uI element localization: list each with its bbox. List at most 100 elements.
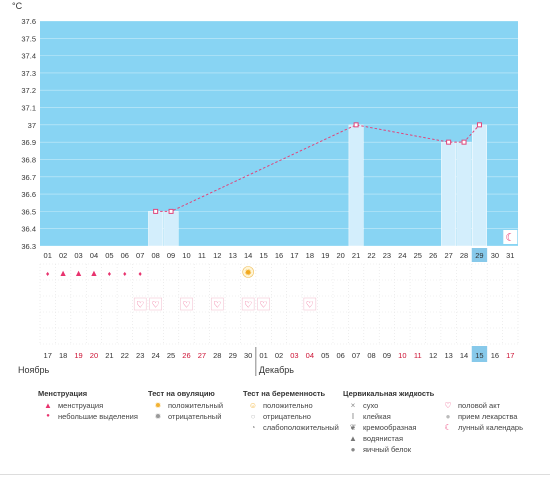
heart-icon-bg [133,297,147,311]
legend-item: ▲ водянистая [343,433,434,444]
cream-icon: ❦ [349,423,357,432]
top-day-label: 11 [198,251,206,260]
y-tick-label: 37.1 [21,104,36,113]
top-day-label: 21 [352,251,360,260]
legend-item: ☺ положительно [243,400,339,411]
sticky-icon: I [351,412,355,421]
temperature-bar [163,211,179,247]
top-day-label: 28 [460,251,468,260]
bottom-day-label: 09 [383,351,391,360]
heart-icon: ♡ [444,401,452,410]
bottom-day-label: 02 [275,351,283,360]
bottom-day-label: 13 [444,351,452,360]
top-day-label: 05 [105,251,113,260]
y-tick-label: 37.5 [21,34,36,43]
legend-item: ◔ слабоположительный [243,422,339,433]
drop-icon: ▲ [90,268,99,278]
heart-icon: ♡ [213,300,221,310]
temperature-point [461,139,467,145]
drop-icon: ♦ [123,271,127,278]
heart-icon-bg [180,297,193,311]
bottom-day-label: 19 [74,351,82,360]
heart-icon: ♡ [152,300,160,310]
heart-icon-bg [241,297,255,311]
temperature-point [168,208,174,214]
legend-item: ● яичный белок [343,444,434,455]
bottom-day-label: 05 [321,351,329,360]
bottom-day-label: 12 [429,351,437,360]
bottom-day-label: 22 [121,351,129,360]
bottom-day-label: 07 [352,351,360,360]
legend-label: лунный календарь [458,423,524,432]
legend-item: ● небольшие выделения [38,411,138,422]
bottom-day-label: 20 [90,351,98,360]
top-day-label: 18 [306,251,314,260]
top-day-label: 30 [491,251,499,260]
moon-marker-bg [503,230,518,244]
legend-item: ● прием лекарства [438,411,523,422]
legend-item: × сухо [343,400,434,411]
today-highlight-bottom [471,346,488,362]
month-label: Декабрь [259,365,294,375]
bottom-day-label: 23 [136,351,144,360]
unit-label: °C [12,1,23,11]
sun-icon-bg [242,266,254,278]
legend-label: прием лекарства [458,412,518,421]
heart-icon: ♡ [136,300,144,310]
drop-icon: ♦ [46,271,50,278]
chart-legend: Менструация ▲ менструация ● небольшие выде… [38,388,538,468]
temperature-point [476,122,482,128]
bottom-day-label: 08 [367,351,375,360]
half-smile-icon: ◔ [250,423,256,432]
legend-label: отрицательно [263,412,311,421]
top-day-label: 15 [259,251,267,260]
top-day-label: 24 [398,251,406,260]
legend-label: кремообразная [363,423,417,432]
y-tick-label: 36.7 [21,173,36,182]
top-day-label: 27 [444,251,452,260]
top-day-label: 25 [414,251,422,260]
top-day-label: 14 [244,251,252,260]
legend-item: ✹ отрицательный [148,411,223,422]
bottom-day-label: 21 [105,351,113,360]
heart-icon-bg [257,297,270,311]
legend-label: слабоположительный [263,423,339,432]
legend-item: ♡ половой акт [438,400,523,411]
legend-label: отрицательный [168,412,222,421]
drop-icon: ▲ [44,401,52,410]
y-tick-label: 36.8 [21,155,36,164]
y-tick-label: 36.3 [21,242,36,251]
egg-white-icon: ● [350,445,356,454]
legend-label: водянистая [363,434,404,443]
legend-ovulation: Тест на овуляцию ✹ положительный ✹ отрицат… [148,388,223,422]
temperature-bar [456,141,472,247]
water-drop-icon: ▲ [349,434,357,443]
top-day-label: 02 [59,251,67,260]
top-day-label: 20 [337,251,345,260]
bottom-day-label: 06 [337,351,345,360]
circle-icon: ○ [250,412,256,421]
bottom-day-label: 03 [290,351,298,360]
top-day-label: 23 [383,251,391,260]
crescent-moon-icon: ☾ [505,232,515,244]
top-day-label: 12 [213,251,221,260]
y-tick-label: 36.6 [21,190,36,199]
small-drop-icon: ● [46,413,50,419]
y-tick-label: 37.3 [21,69,36,78]
heart-icon-bg [211,297,224,311]
bottom-day-label: 29 [229,351,237,360]
drop-icon: ▲ [74,268,83,278]
legend-label: менструация [58,401,104,410]
legend-label: яичный белок [363,445,412,454]
legend-item: ❦ кремообразная [343,422,434,433]
top-day-label: 06 [121,251,129,260]
plot-area [40,21,518,246]
legend-other: ♡ половой акт ● прием лекарства ☾ лунный ка… [438,400,523,433]
legend-pregnancy: Тест на беременность ☺ положительно ○ отри… [243,388,339,433]
top-day-label: 10 [182,251,190,260]
legend-label: половой акт [458,401,501,410]
bottom-day-label: 10 [398,351,406,360]
bottom-day-label: 18 [59,351,67,360]
legend-label: положительно [263,401,313,410]
